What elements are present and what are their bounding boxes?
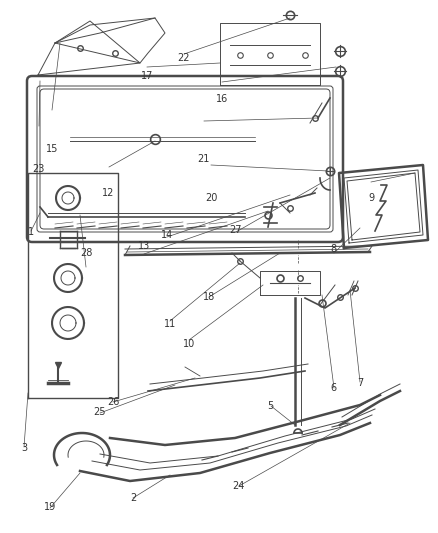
Text: 17: 17: [141, 71, 153, 80]
Text: 8: 8: [331, 245, 337, 254]
Text: 18: 18: [203, 293, 215, 302]
Text: 14: 14: [161, 230, 173, 239]
Text: 1: 1: [28, 227, 34, 237]
Text: 6: 6: [331, 383, 337, 393]
Text: 22: 22: [178, 53, 190, 62]
Text: 20: 20: [205, 193, 217, 203]
Text: 16: 16: [216, 94, 229, 103]
Text: 23: 23: [32, 165, 45, 174]
Text: 24: 24: [233, 481, 245, 491]
Text: 5: 5: [268, 401, 274, 411]
Text: 28: 28: [80, 248, 92, 258]
Text: 25: 25: [94, 407, 106, 417]
Text: 9: 9: [368, 193, 374, 203]
Text: 19: 19: [44, 503, 57, 512]
Text: 2: 2: [131, 494, 137, 503]
Text: 13: 13: [138, 241, 150, 251]
Text: 3: 3: [21, 443, 27, 453]
Text: 11: 11: [164, 319, 176, 329]
Text: 12: 12: [102, 188, 115, 198]
Text: 26: 26: [107, 397, 119, 407]
Text: 7: 7: [357, 378, 363, 387]
Text: 21: 21: [198, 154, 210, 164]
Text: 15: 15: [46, 144, 58, 154]
Text: 10: 10: [183, 339, 195, 349]
Text: 27: 27: [230, 225, 242, 235]
